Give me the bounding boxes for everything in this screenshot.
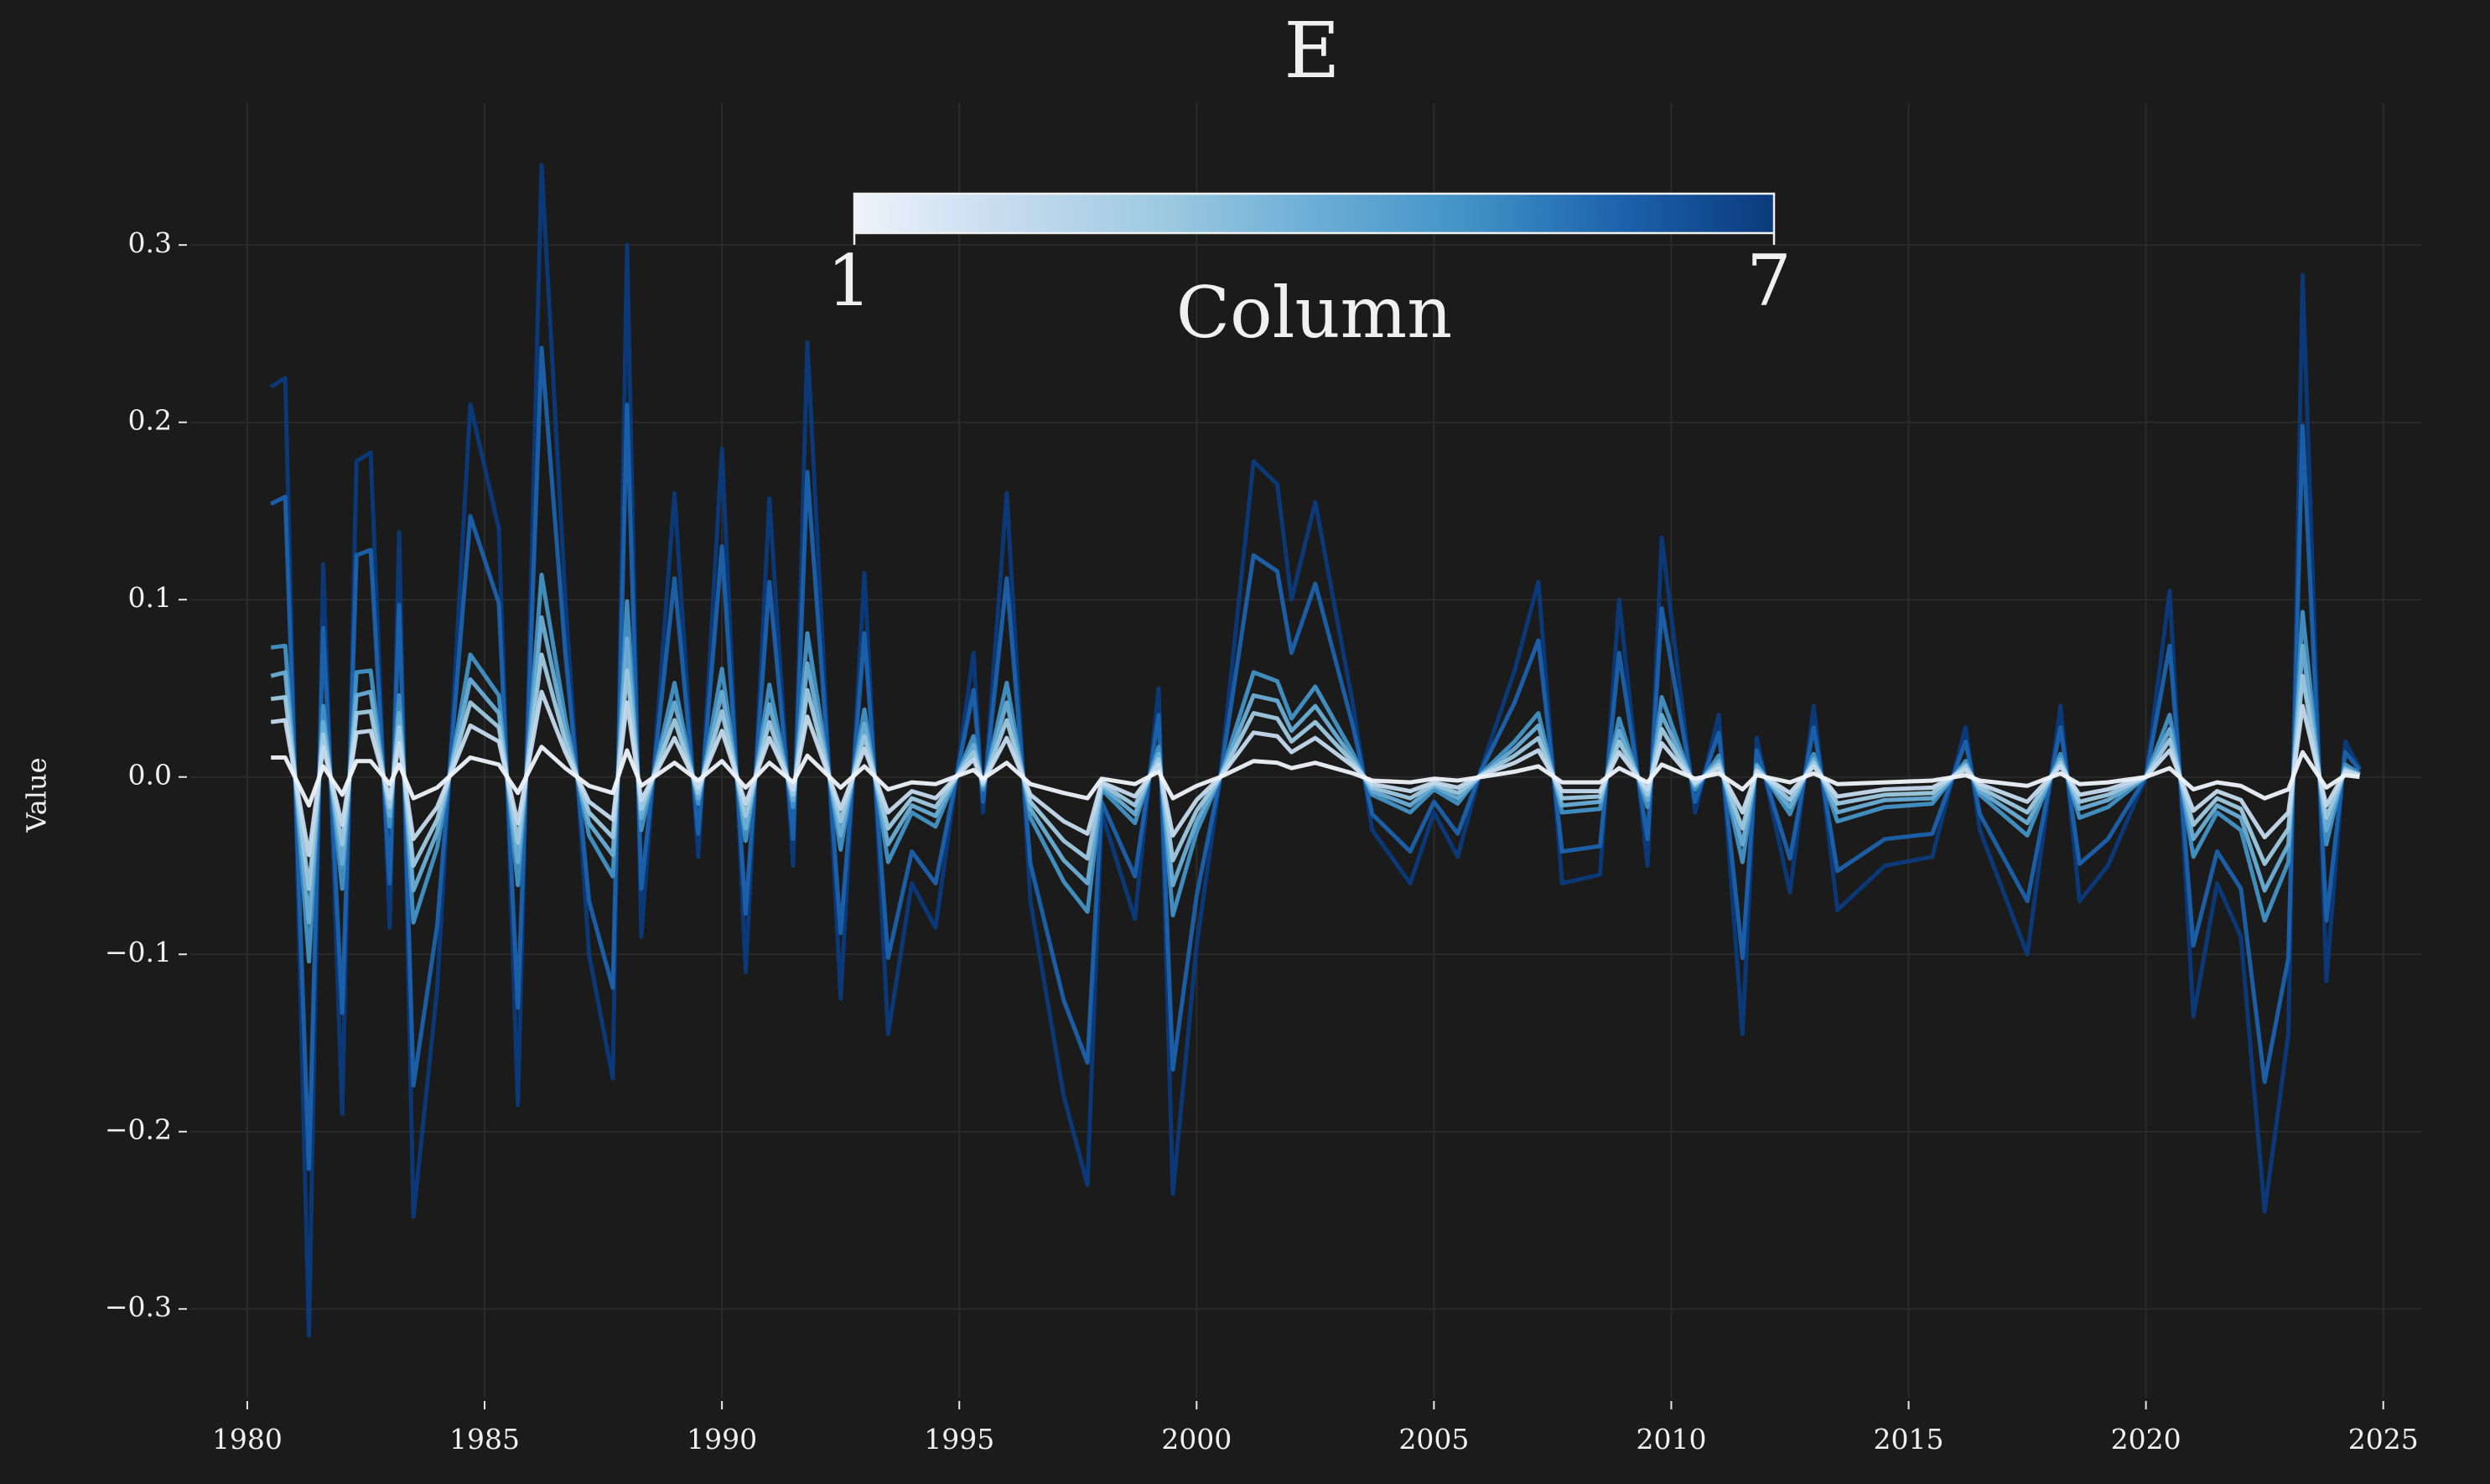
x-tick-label: 2005 — [1398, 1423, 1469, 1455]
x-tick-label: 2010 — [1636, 1423, 1706, 1455]
y-tick-label: −0.2 — [105, 1113, 172, 1146]
y-tick-label: −0.3 — [105, 1290, 172, 1323]
y-tick-label: 0.3 — [128, 226, 172, 259]
y-tick-label: 0.2 — [128, 404, 172, 437]
y-tick-label: −0.1 — [105, 936, 172, 968]
colorbar-tick-label: 7 — [1746, 240, 1791, 322]
x-tick-label: 1985 — [449, 1423, 520, 1455]
x-tick-label: 1980 — [212, 1423, 283, 1455]
x-tick-label: 2025 — [2348, 1423, 2419, 1455]
x-tick-label: 2020 — [2111, 1423, 2181, 1455]
x-tick-label: 1995 — [924, 1423, 994, 1455]
colorbar: 1 7 Column — [827, 192, 1792, 354]
axes: −0.3 −0.2 −0.1 0.0 0.1 0.2 0.3 1980 1985 1990 1995… — [105, 226, 2419, 1455]
x-tick-label: 2015 — [1874, 1423, 1944, 1455]
lines — [269, 163, 2362, 1338]
colorbar-label: Column — [1176, 272, 1453, 354]
x-tick-label: 1990 — [687, 1423, 757, 1455]
colorbar-tick-label: 1 — [827, 240, 871, 322]
y-tick-label: 0.1 — [128, 581, 172, 614]
chart-title: E — [1284, 6, 1340, 96]
series-line — [271, 745, 2360, 808]
y-tick-label: 0.0 — [128, 759, 172, 791]
colorbar-gradient — [853, 192, 1776, 235]
x-tick-label: 2000 — [1161, 1423, 1232, 1455]
y-axis-label: Value — [21, 757, 53, 833]
